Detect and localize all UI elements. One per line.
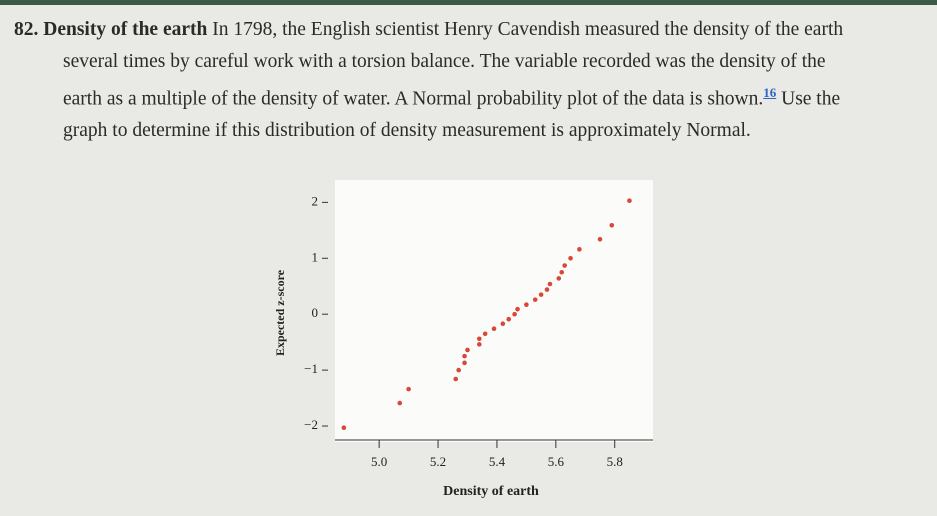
problem-text: 82. Density of the earth In 1798, the En… [14,14,864,147]
point [556,276,562,281]
point [482,331,488,337]
point [568,255,573,261]
point [538,292,544,297]
problem-heading: Density of the earth [43,19,208,40]
problem-body: In 1798, the English scientist Henry Cav… [63,19,844,110]
point [462,353,467,359]
y-tick-label: 1 [312,249,319,264]
point [627,198,632,203]
y-tick-label: 0 [312,305,319,320]
top-bar [0,0,937,5]
y-tick-label: −1 [304,361,318,376]
x-tick-label: 5.4 [489,454,506,469]
point [524,302,529,307]
problem-number: 82. [14,19,39,40]
point [547,281,553,287]
x-tick-label: 5.0 [371,454,387,469]
x-tick-label: 5.2 [430,454,446,469]
point [562,263,567,268]
point [453,376,459,382]
point [397,400,403,406]
x-axis-label: Density of earth [443,484,539,499]
point [500,321,506,326]
point [491,326,497,332]
x-tick-label: 5.8 [607,454,623,469]
footnote-ref[interactable]: 16 [763,85,777,100]
point [597,236,603,242]
point [512,311,517,317]
point [476,336,482,342]
y-tick-label: 2 [312,193,319,208]
point [544,287,550,292]
y-axis-label: Expected z-score [273,269,287,356]
x-tick-label: 5.6 [548,454,565,469]
point [515,306,520,312]
point [456,367,461,373]
point [559,269,565,275]
point [532,297,538,302]
y-tick-label: −2 [304,417,318,432]
problem-body: Use the graph to determine if this distr… [63,88,841,142]
point [465,347,470,353]
point [462,360,467,366]
point [577,247,582,252]
plot-background [335,180,653,442]
point [476,342,482,347]
point [341,425,347,430]
point [609,222,615,228]
point [406,386,411,392]
point [506,316,512,322]
